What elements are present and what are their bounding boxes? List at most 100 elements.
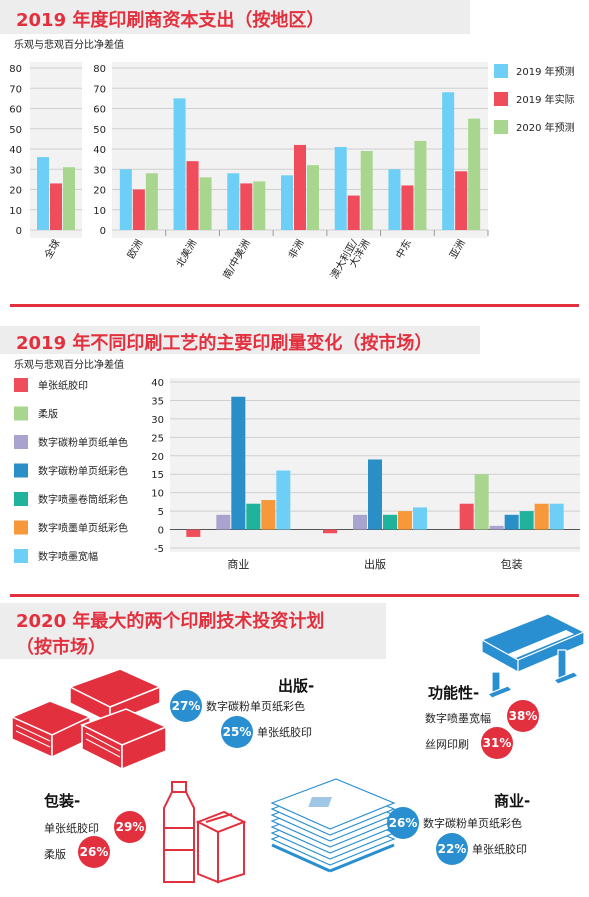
bar bbox=[227, 173, 240, 230]
bar bbox=[360, 151, 373, 230]
y-tick-label: 10 bbox=[151, 489, 164, 500]
y-tick-label: 5 bbox=[158, 507, 164, 518]
legend-swatch bbox=[14, 520, 28, 535]
packaging-label: 包装- bbox=[44, 792, 81, 810]
packaging-item-1: 单张纸胶印 bbox=[44, 822, 99, 835]
bar bbox=[534, 503, 549, 530]
commercial-item-1: 数字碳粉单页纸彩色 bbox=[423, 817, 522, 830]
bar bbox=[468, 118, 481, 230]
legend-label: 数字喷墨宽幅 bbox=[38, 550, 98, 563]
section2-divider bbox=[10, 594, 579, 597]
y-tick-label: 20 bbox=[9, 186, 22, 197]
section1-title: 2019 年度印刷商资本支出（按地区） bbox=[16, 10, 325, 31]
y-tick-label: 60 bbox=[9, 105, 22, 116]
bar bbox=[388, 169, 401, 230]
x-tick-label: 亚洲 bbox=[447, 238, 467, 261]
x-tick-label: 欧洲 bbox=[125, 238, 145, 261]
bar bbox=[347, 195, 360, 230]
legend-label: 单张纸胶印 bbox=[38, 379, 88, 392]
x-tick-label: 出版 bbox=[364, 557, 386, 571]
y-tick-label: 25 bbox=[151, 433, 164, 444]
packaging-pct-2: 26% bbox=[78, 836, 110, 868]
bar bbox=[307, 165, 319, 230]
legend-label: 2019 年预测 bbox=[516, 65, 575, 78]
bar bbox=[63, 167, 75, 230]
section1-banner: 2019 年度印刷商资本支出（按地区） bbox=[0, 0, 470, 34]
y-tick-label: 80 bbox=[9, 64, 22, 75]
bar bbox=[132, 189, 145, 230]
legend-label: 2019 年实际 bbox=[516, 93, 575, 106]
y-tick-label: 50 bbox=[9, 125, 22, 136]
bar bbox=[519, 511, 534, 530]
y-tick-label: 70 bbox=[9, 84, 22, 95]
functional-pct-2: 31% bbox=[481, 727, 513, 759]
publishing-label: 出版- bbox=[278, 677, 315, 695]
bar bbox=[294, 144, 306, 230]
commercial-item-2: 单张纸胶印 bbox=[472, 843, 527, 856]
bar bbox=[383, 514, 397, 530]
legend-label: 数字碳粉单页纸单色 bbox=[38, 436, 128, 449]
paper-stack-icon bbox=[270, 778, 396, 873]
section3-title-line1: 2020 年最大的两个印刷技术投资计划 bbox=[16, 611, 325, 632]
x-tick-label: 南/中美洲 bbox=[220, 237, 253, 281]
y-tick-label: 40 bbox=[9, 145, 22, 156]
bar bbox=[145, 173, 158, 230]
bar bbox=[398, 511, 412, 530]
bar bbox=[334, 146, 347, 230]
y-tick-label: 0 bbox=[100, 226, 106, 237]
bar bbox=[455, 171, 468, 230]
y-tick-label: 40 bbox=[93, 145, 106, 156]
bar bbox=[414, 140, 427, 230]
section3-title-line2: （按市场） bbox=[16, 637, 106, 658]
functional-label: 功能性- bbox=[428, 684, 480, 702]
bar bbox=[253, 181, 266, 230]
publishing-item-1: 数字碳粉单页纸彩色 bbox=[206, 700, 305, 713]
section2-subtitle: 乐观与悲观百分比净差值 bbox=[14, 360, 124, 371]
legend-swatch bbox=[14, 549, 28, 563]
publishing-pct-2: 25% bbox=[221, 716, 253, 748]
bar bbox=[323, 529, 337, 534]
bar bbox=[186, 161, 199, 230]
bar bbox=[173, 98, 186, 230]
bar bbox=[413, 507, 427, 530]
bar bbox=[216, 514, 231, 530]
y-tick-label: -5 bbox=[154, 544, 164, 555]
y-tick-label: 80 bbox=[93, 64, 106, 75]
functional-pct-1: 38% bbox=[507, 700, 539, 732]
section2-title: 2019 年不同印刷工艺的主要印刷量变化（按市场） bbox=[16, 333, 433, 354]
publishing-pct-1: 27% bbox=[170, 690, 202, 722]
capex-chart: 0 10 20 30 40 50 60 70 80 0 10 20 30 40 50 60 70 80 全球 欧洲 北美… bbox=[9, 62, 575, 281]
bar bbox=[240, 183, 253, 230]
bar bbox=[281, 175, 293, 230]
legend-label: 柔版 bbox=[38, 408, 58, 421]
bar bbox=[504, 514, 519, 530]
x-tick-label: 商业 bbox=[227, 557, 249, 571]
printer-icon bbox=[480, 613, 586, 699]
bar bbox=[549, 503, 564, 530]
y-tick-label: 0 bbox=[158, 526, 164, 537]
y-tick-label: 40 bbox=[151, 378, 164, 389]
legend-swatch bbox=[14, 463, 28, 478]
commercial-pct-1: 26% bbox=[387, 807, 419, 839]
commercial-pct-2: 22% bbox=[436, 833, 468, 865]
bottle-carton-icon bbox=[163, 781, 247, 884]
section3-banner: 2020 年最大的两个印刷技术投资计划 （按市场） bbox=[0, 603, 386, 659]
bar bbox=[186, 529, 201, 537]
packaging-item-2: 柔版 bbox=[44, 848, 66, 861]
legend-label: 数字喷墨卷筒纸彩色 bbox=[38, 493, 128, 506]
y-tick-label: 10 bbox=[9, 206, 22, 217]
bar bbox=[50, 183, 62, 230]
y-tick-label: 35 bbox=[151, 396, 164, 407]
legend-swatch bbox=[494, 92, 508, 106]
legend-label: 2020 年预测 bbox=[516, 121, 575, 134]
legend-swatch bbox=[14, 378, 28, 392]
legend-swatch bbox=[494, 64, 508, 78]
packaging-pct-1: 29% bbox=[114, 811, 146, 843]
legend-swatch bbox=[14, 406, 28, 421]
x-tick-label: 非洲 bbox=[286, 238, 306, 261]
bar bbox=[199, 177, 212, 230]
bar bbox=[489, 525, 504, 530]
legend-swatch bbox=[494, 120, 508, 134]
y-tick-label: 60 bbox=[93, 105, 106, 116]
x-tick-label: 中东 bbox=[393, 237, 414, 261]
